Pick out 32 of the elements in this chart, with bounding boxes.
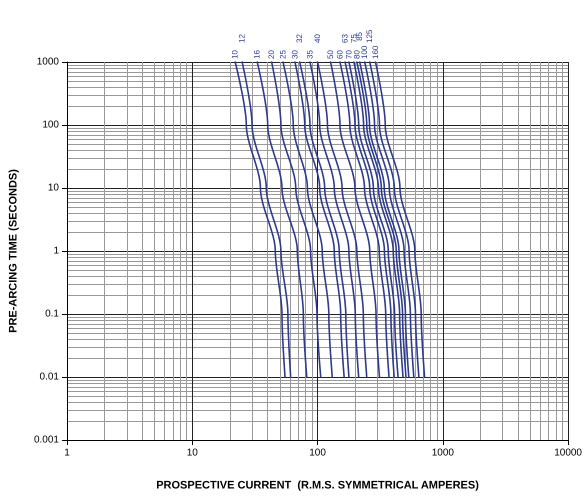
y-tick-label: 100 xyxy=(42,120,60,130)
text: 70 xyxy=(344,50,354,59)
text: 20 xyxy=(267,50,276,59)
text: 25 xyxy=(278,50,288,59)
x-tick-label: 1000 xyxy=(432,448,454,458)
y-tick-label: 0.01 xyxy=(40,372,60,382)
text: 12 xyxy=(238,34,247,43)
text: 80 xyxy=(352,50,362,59)
y-tick-label: 1000 xyxy=(36,56,60,68)
text: 60 xyxy=(335,50,344,59)
y-tick-label: 10 xyxy=(48,182,60,194)
text: 85 xyxy=(355,31,364,41)
text: 10 xyxy=(230,50,240,59)
text: 30 xyxy=(290,50,300,59)
text: 50 xyxy=(326,50,336,59)
text: 35 xyxy=(305,50,314,59)
y-tick-label: 0.1 xyxy=(45,308,60,320)
x-tick-label: 1 xyxy=(64,448,70,458)
y-tick-label: 0.001 xyxy=(34,434,60,446)
y-axis-title: PRE-ARCING TIME (SECONDS) xyxy=(8,168,20,333)
text: 125 xyxy=(365,29,374,43)
text: 32 xyxy=(295,34,304,43)
text: 63 xyxy=(340,34,350,43)
x-tick-label: 10 xyxy=(186,448,198,458)
y-tick-label: 1 xyxy=(53,246,60,256)
text: 16 xyxy=(252,50,262,59)
text: 40 xyxy=(313,34,322,43)
x-tick-label: 10000 xyxy=(554,448,582,458)
text: 100 xyxy=(360,45,370,59)
x-tick-label: 100 xyxy=(309,448,326,458)
x-axis-title: PROSPECTIVE CURRENT (R.M.S. SYMMETRICAL AMPERES) xyxy=(156,480,480,492)
text: 160 xyxy=(370,45,380,59)
